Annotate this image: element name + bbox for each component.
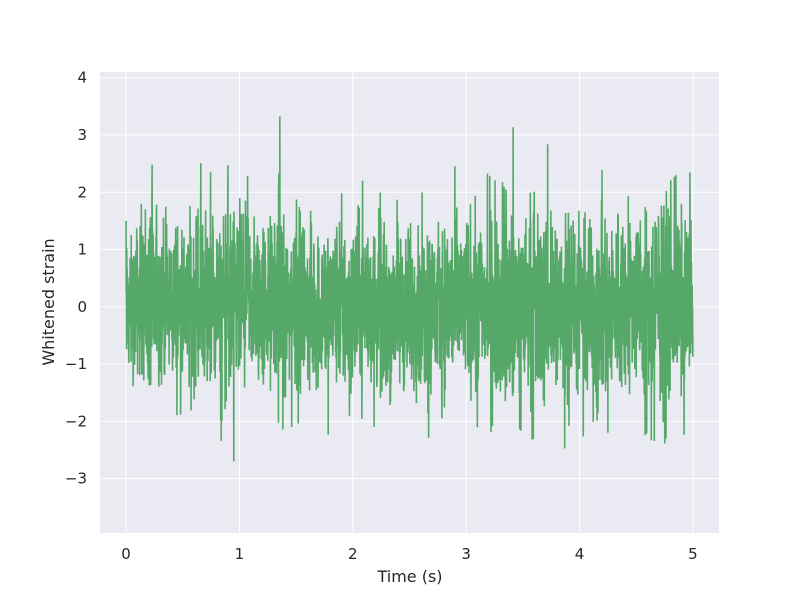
x-tick-label: 1 xyxy=(235,545,245,563)
x-tick-label: 3 xyxy=(461,545,471,563)
x-tick-label: 2 xyxy=(348,545,358,563)
y-tick-label: 2 xyxy=(77,183,87,201)
y-tick-label: 4 xyxy=(77,69,87,87)
x-axis-label: Time (s) xyxy=(376,567,442,586)
y-tick-label: 3 xyxy=(77,126,87,144)
y-tick-label: −1 xyxy=(65,355,87,373)
x-tick-label: 5 xyxy=(688,545,698,563)
y-tick-label: 0 xyxy=(77,298,87,316)
y-tick-label: −3 xyxy=(65,470,87,488)
x-tick-label: 0 xyxy=(121,545,131,563)
x-tick-labels: 0 1 2 3 4 5 xyxy=(121,545,697,563)
x-tick-label: 4 xyxy=(575,545,585,563)
y-tick-labels: −3 −2 −1 0 1 2 3 4 xyxy=(65,69,87,488)
y-tick-label: 1 xyxy=(77,241,87,259)
series-line-strain xyxy=(125,116,694,462)
y-axis-label: Whitened strain xyxy=(39,238,58,365)
plot-area xyxy=(125,116,694,462)
y-tick-label: −2 xyxy=(65,412,87,430)
